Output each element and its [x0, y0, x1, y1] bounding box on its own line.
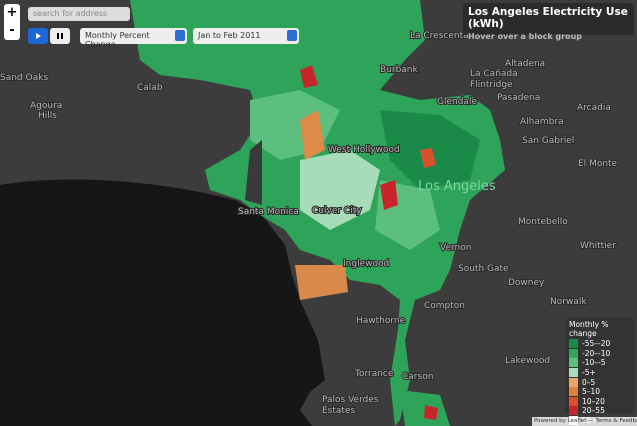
place-label: San Gabriel — [522, 136, 574, 146]
place-label: Calab — [137, 83, 163, 93]
legend-swatch — [569, 377, 578, 387]
red-region — [300, 65, 318, 88]
orange-region — [295, 265, 348, 300]
legend-swatch — [569, 368, 578, 378]
place-label: Whittier — [580, 241, 616, 251]
legend-label: 5–10 — [582, 387, 601, 397]
legend-label: -10–-5 — [582, 358, 606, 368]
legend-item: -5+ — [569, 368, 630, 378]
info-title: Los Angeles Electricity Use (kWh) — [468, 6, 628, 30]
place-label: Inglewood — [343, 259, 389, 269]
place-label: Norwalk — [550, 297, 587, 307]
select-text: Jan to Feb 2011 — [198, 31, 261, 40]
place-label: La Crescenta — [410, 31, 469, 41]
place-label: Flintridge — [470, 80, 513, 90]
light-region — [300, 150, 380, 230]
measure-select[interactable]: Monthly Percent Change — [80, 28, 187, 49]
pause-icon — [57, 33, 63, 39]
place-label: El Monte — [578, 159, 618, 169]
red-region — [424, 405, 438, 420]
zoom-in[interactable]: + — [6, 5, 18, 20]
legend-item: 10–20 — [569, 396, 630, 407]
legend-label: 20–55 — [582, 406, 605, 416]
legend-swatch — [569, 387, 578, 397]
pause-button[interactable] — [50, 28, 70, 44]
legend-item: 0–5 — [569, 377, 630, 387]
legend-item: -55–-20 — [569, 339, 630, 349]
place-label: Downey — [508, 278, 545, 288]
place-label: Pasadena — [497, 93, 540, 103]
place-label: Arcadia — [577, 103, 611, 113]
legend-item: 5–10 — [569, 387, 630, 397]
place-label: Compton — [424, 301, 465, 311]
place-label: Altadena — [505, 59, 545, 69]
gap-region — [245, 140, 262, 205]
legend-label: 10–20 — [582, 396, 605, 406]
place-label: La Cañada — [470, 69, 518, 79]
red-region — [380, 180, 398, 210]
pause-glyph — [61, 33, 63, 39]
legend-label: 0–5 — [582, 377, 596, 387]
legend: Monthly % change -55–-20 -20–-10 -10–-5 -5+… — [565, 318, 634, 426]
info-subtitle: Hover over a block group — [468, 32, 583, 41]
place-label: Glendale — [437, 97, 477, 107]
legend-swatch — [569, 396, 578, 406]
place-label: Culver City — [312, 206, 362, 216]
legend-item: -20–-10 — [569, 348, 630, 359]
select-arrow — [287, 30, 297, 41]
legend-title: Monthly % change — [569, 320, 609, 338]
zoom-control: + - — [4, 4, 20, 40]
legend-swatch — [569, 348, 578, 358]
red-region — [420, 148, 436, 168]
legend-label: -5+ — [582, 368, 596, 378]
place-label: Palos Verdes — [322, 395, 379, 405]
search-input[interactable]: search for address — [28, 7, 130, 21]
select-arrow — [175, 30, 185, 41]
legend-swatch — [569, 339, 578, 349]
pause-glyph — [57, 33, 59, 39]
info-box: Los Angeles Electricity Use (kWh) Hover … — [463, 3, 634, 41]
place-label: Santa Monica — [238, 207, 299, 217]
place-label: Montebello — [518, 217, 568, 227]
play-icon — [36, 33, 41, 39]
place-label: Carson — [402, 372, 433, 382]
legend-swatch — [569, 358, 578, 368]
place-label: Sand Oaks — [0, 73, 48, 83]
legend-item: -10–-5 — [569, 358, 630, 368]
place-label: Torrance — [354, 369, 394, 379]
legend-label: -20–-10 — [582, 348, 611, 358]
place-label: Hills — [38, 111, 57, 121]
place-label: South Gate — [458, 264, 509, 274]
play-glyph — [36, 33, 41, 39]
select-text: Monthly Percent Change — [85, 31, 150, 49]
place-label: Hawthorne — [356, 316, 406, 326]
place-label: Vernon — [440, 243, 471, 253]
place-label: Alhambra — [520, 117, 564, 127]
period-select[interactable]: Jan to Feb 2011 — [193, 28, 299, 44]
place-label: West Hollywood — [328, 145, 400, 155]
place-label: Agoura — [30, 101, 62, 111]
legend-item: 20–55 — [569, 406, 630, 416]
place-label: Estates — [322, 406, 355, 416]
legend-swatch — [569, 406, 578, 416]
play-button[interactable] — [28, 28, 48, 44]
ocean — [0, 179, 325, 426]
place-label: Lakewood — [505, 356, 550, 366]
legend-label: -55–-20 — [582, 339, 611, 349]
place-label: Los Angeles — [418, 179, 496, 194]
orange-region — [300, 110, 325, 160]
attribution[interactable]: Powered by Leaflet — Terms & Feedback — [532, 417, 637, 426]
place-label: Burbank — [380, 65, 419, 75]
zoom-out[interactable]: - — [9, 23, 15, 38]
